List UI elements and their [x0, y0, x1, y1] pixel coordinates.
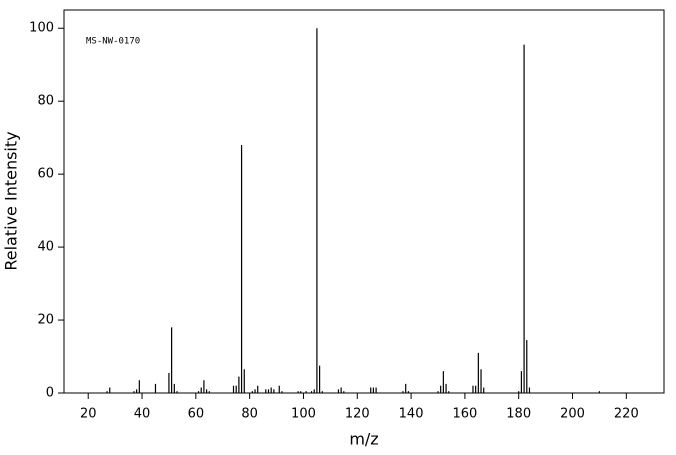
x-tick-label: 160 — [452, 407, 477, 422]
y-axis-title: Relative Intensity — [2, 131, 21, 270]
x-tick-label: 180 — [506, 407, 531, 422]
y-tick-label: 100 — [29, 21, 54, 36]
y-tick-label: 80 — [37, 94, 54, 109]
x-tick-label: 140 — [399, 407, 424, 422]
x-tick-label: 40 — [134, 407, 151, 422]
y-tick-label: 60 — [37, 167, 54, 182]
y-tick-label: 40 — [37, 240, 54, 255]
x-tick-label: 200 — [560, 407, 585, 422]
x-tick-label: 120 — [345, 407, 370, 422]
x-tick-label: 60 — [188, 407, 205, 422]
annotation: MS-NW-0170 — [86, 37, 140, 47]
x-tick-label: 80 — [241, 407, 258, 422]
x-tick-label: 100 — [291, 407, 316, 422]
plot-frame — [63, 9, 665, 394]
x-tick-label: 220 — [614, 407, 639, 422]
x-tick-label: 20 — [80, 407, 97, 422]
y-tick-label: 0 — [46, 386, 54, 401]
y-tick-label: 20 — [37, 313, 54, 328]
x-axis-title: m/z — [349, 430, 378, 449]
